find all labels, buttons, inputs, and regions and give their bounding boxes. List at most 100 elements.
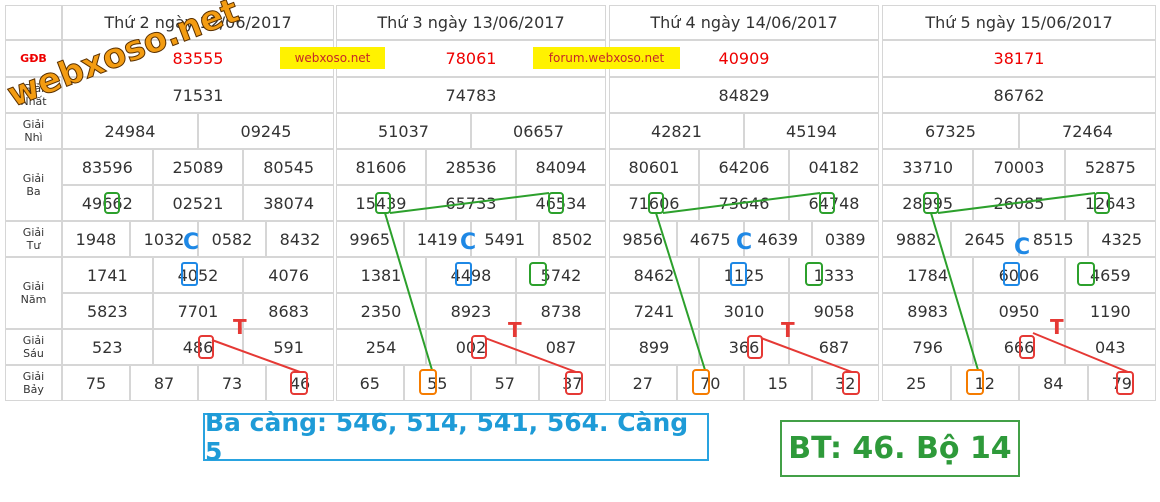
- prize-number: 52875: [1064, 149, 1156, 185]
- prize-number: 70: [676, 365, 744, 401]
- prize-number: 37: [538, 365, 606, 401]
- prize-number: 8502: [538, 221, 606, 257]
- prize-number: 84094: [516, 149, 606, 185]
- prize-number: 1125: [699, 257, 789, 293]
- prize-number: 1948: [62, 221, 130, 257]
- prize-number: 8738: [516, 293, 606, 329]
- prize-number: 666: [973, 329, 1065, 365]
- prize-label: Giải Ba: [5, 149, 62, 221]
- prize-number: 15439: [336, 185, 426, 221]
- label-line: Nhất: [20, 95, 47, 108]
- prize-number: 1032: [130, 221, 198, 257]
- prize-number: 486: [152, 329, 244, 365]
- c-mark: C: [460, 230, 477, 255]
- prize-number: 81606: [336, 149, 426, 185]
- prize-number: 80545: [243, 149, 334, 185]
- prize-number: 0389: [811, 221, 879, 257]
- prize-number: 02521: [152, 185, 244, 221]
- label-line: Sáu: [23, 347, 44, 360]
- prize-number: 80601: [609, 149, 699, 185]
- prize-number: 25089: [152, 149, 244, 185]
- prize-number: 1784: [882, 257, 974, 293]
- prize-number: 9965: [336, 221, 404, 257]
- c-mark: C: [183, 230, 200, 255]
- prize-number: 9882: [882, 221, 951, 257]
- prize-number: 51037: [336, 113, 471, 149]
- prize-number: 42821: [609, 113, 744, 149]
- prize-number: 09245: [198, 113, 334, 149]
- banner: webxoso.net: [280, 47, 385, 69]
- prize-number: 28995: [882, 185, 974, 221]
- t-mark: T: [781, 318, 795, 342]
- prize-number: 1419: [403, 221, 471, 257]
- prize-number: 25: [882, 365, 951, 401]
- prize-number: 5491: [471, 221, 539, 257]
- label-line: Nhì: [24, 131, 43, 144]
- label-line: Giải: [22, 280, 45, 293]
- prize-number: 75: [62, 365, 130, 401]
- prize-number: 1381: [336, 257, 426, 293]
- prize-number: 64206: [699, 149, 789, 185]
- prize-label: Giải Sáu: [5, 329, 62, 365]
- prize-number: 12643: [1064, 185, 1156, 221]
- prize-number: 8983: [882, 293, 974, 329]
- prize-number: 8683: [243, 293, 334, 329]
- prize-number: 46: [266, 365, 334, 401]
- prize-number: 4076: [243, 257, 334, 293]
- prize-label: Giải Năm: [5, 257, 62, 329]
- prize-label: Giải Tư: [5, 221, 62, 257]
- prize-number: 0582: [198, 221, 266, 257]
- label-line: Ba: [26, 185, 41, 198]
- banner: forum.webxoso.net: [533, 47, 680, 69]
- label-line: Giải: [22, 118, 45, 131]
- day-header: Thứ 3 ngày 13/06/2017: [336, 5, 606, 40]
- prize-number: 45194: [744, 113, 879, 149]
- prize-number: 84829: [609, 77, 879, 113]
- bt-box: BT: 46. Bộ 14: [780, 420, 1020, 477]
- label-line: Giải: [22, 172, 45, 185]
- prize-number: 15: [744, 365, 812, 401]
- prize-number: 38074: [243, 185, 334, 221]
- c-mark: C: [736, 230, 753, 255]
- prize-number: 84: [1019, 365, 1088, 401]
- prize-number: 591: [243, 329, 334, 365]
- label-line: Giải: [22, 370, 45, 383]
- prize-number: 67325: [882, 113, 1019, 149]
- label-line: Giải: [22, 82, 45, 95]
- prize-number: 73: [198, 365, 266, 401]
- prize-number: 4325: [1087, 221, 1156, 257]
- prize-number: 4659: [1064, 257, 1156, 293]
- prize-number: 1741: [62, 257, 153, 293]
- prize-number: 523: [62, 329, 153, 365]
- prize-number: 8515: [1019, 221, 1088, 257]
- prize-number: 2645: [950, 221, 1019, 257]
- prize-number: 72464: [1019, 113, 1156, 149]
- prize-number: 1190: [1064, 293, 1156, 329]
- prize-number: 1333: [789, 257, 879, 293]
- corner-cell: [5, 5, 62, 40]
- t-mark: T: [508, 318, 522, 342]
- prize-number: 55: [403, 365, 471, 401]
- prize-number: 28536: [426, 149, 516, 185]
- prize-number: 2350: [336, 293, 426, 329]
- prize-number: 65: [336, 365, 404, 401]
- day-header: Thứ 5 ngày 15/06/2017: [882, 5, 1156, 40]
- prize-number: 3010: [699, 293, 789, 329]
- prize-number: 04182: [789, 149, 879, 185]
- day-header: Thứ 2 ngày 12/06/2017: [62, 5, 334, 40]
- label-line: Giải: [22, 226, 45, 239]
- prize-number: 57: [471, 365, 539, 401]
- day-header: Thứ 4 ngày 14/06/2017: [609, 5, 879, 40]
- prize-number: 087: [516, 329, 606, 365]
- prize-number: 86762: [882, 77, 1156, 113]
- prize-number: 4675: [676, 221, 744, 257]
- prize-number: 4639: [744, 221, 812, 257]
- prize-number: 71606: [609, 185, 699, 221]
- prize-number: 796: [882, 329, 974, 365]
- prize-number: 366: [699, 329, 789, 365]
- prize-label: Giải Nhất: [5, 77, 62, 113]
- prize-number: 002: [426, 329, 516, 365]
- prize-label: GĐB: [5, 40, 62, 77]
